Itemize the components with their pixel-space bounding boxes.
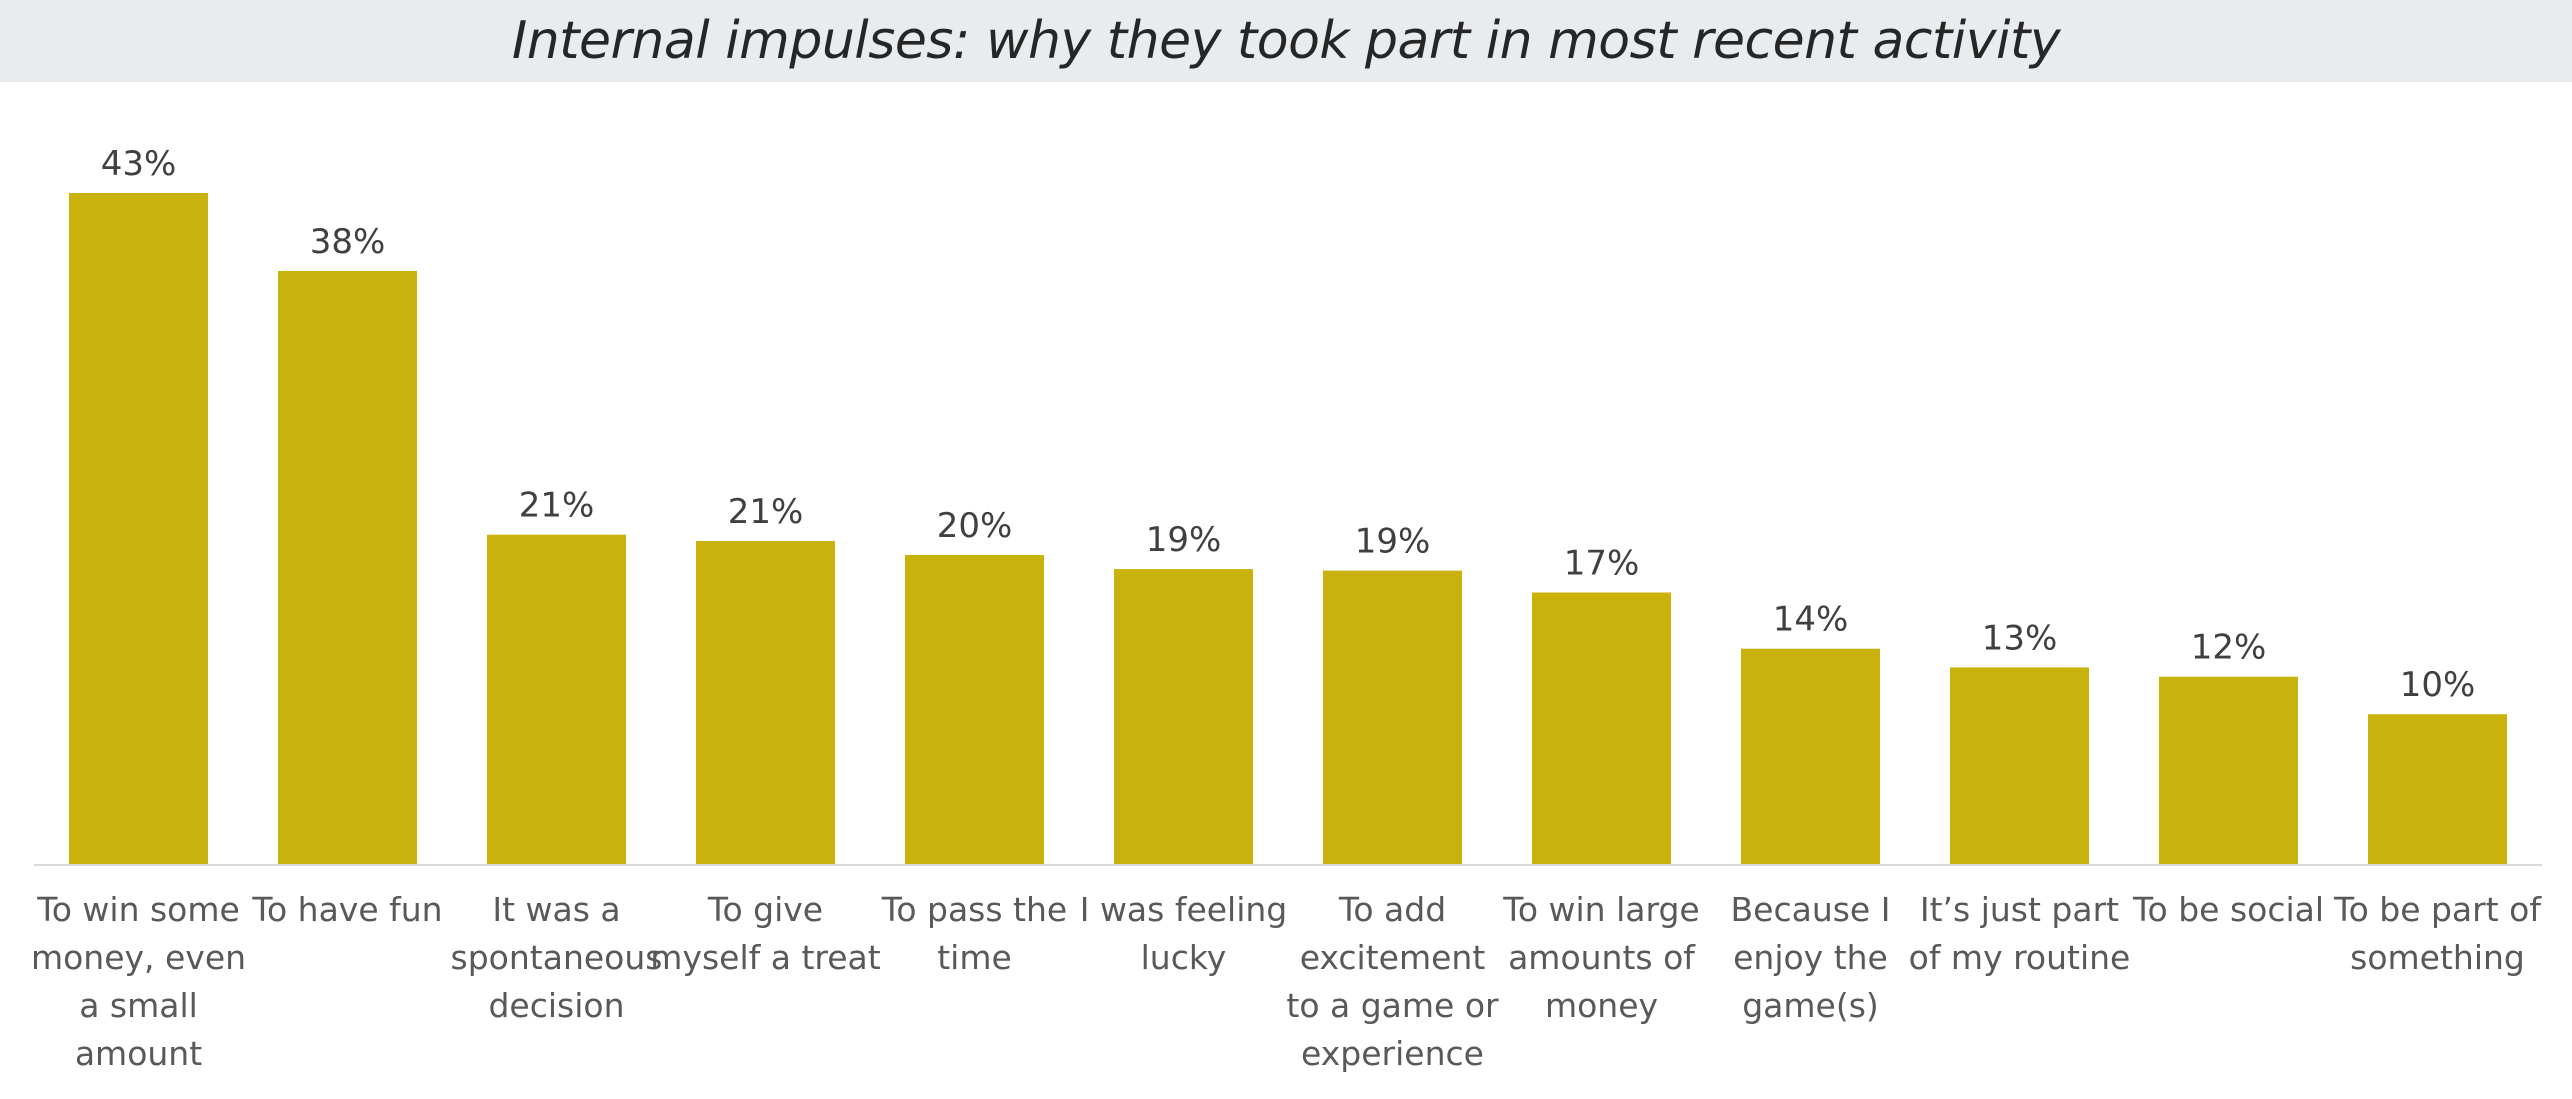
data-label: 10% xyxy=(2400,665,2476,705)
category-label-line: It’s just part xyxy=(1920,890,2119,929)
category-label-line: To win large xyxy=(1502,890,1699,929)
bar xyxy=(905,555,1044,864)
data-label: 14% xyxy=(1773,600,1849,640)
bar xyxy=(1950,667,2089,864)
category-label-line: myself a treat xyxy=(650,938,880,977)
category-label: To be social xyxy=(2132,890,2324,929)
data-label: 17% xyxy=(1564,544,1640,584)
category-label-line: enjoy the xyxy=(1733,938,1888,977)
data-label: 43% xyxy=(101,144,177,184)
category-label: Because I enjoy the game(s) xyxy=(1731,890,1891,1025)
category-label-line: money, even xyxy=(31,938,246,977)
category-label-line: To give xyxy=(707,890,823,929)
category-label-line: amount xyxy=(75,1034,202,1073)
data-label: 13% xyxy=(1982,618,2058,658)
bar xyxy=(1532,592,1671,864)
category-label-line: lucky xyxy=(1141,938,1227,977)
category-label-line: To add xyxy=(1338,890,1446,929)
category-label: I was feeling lucky xyxy=(1080,890,1288,977)
category-label-line: amounts of xyxy=(1508,938,1696,977)
category-label: To give myself a treat xyxy=(650,890,880,977)
category-label-line: money xyxy=(1545,986,1658,1025)
category-label: It’s just part of my routine xyxy=(1909,890,2131,977)
bar xyxy=(2159,676,2298,864)
category-label-line: It was a xyxy=(492,890,620,929)
category-label: To pass the time xyxy=(881,890,1067,977)
category-label: It was a spontaneous decision xyxy=(451,890,663,1025)
category-label: To win some money, even a small amount xyxy=(31,890,246,1073)
data-label: 21% xyxy=(519,486,595,526)
category-label-line: spontaneous xyxy=(451,938,663,977)
bar xyxy=(1741,648,1880,864)
category-label-line: time xyxy=(937,938,1012,977)
bar xyxy=(278,271,417,864)
category-label-line: of my routine xyxy=(1909,938,2131,977)
title-band: Internal impulses: why they took part in… xyxy=(0,0,2572,82)
category-label-line: I was feeling xyxy=(1080,890,1288,929)
data-label: 19% xyxy=(1146,520,1222,560)
category-label: To have fun xyxy=(251,890,442,929)
category-label: To add excitement to a game or experience xyxy=(1286,890,1499,1073)
category-label-line: To win some xyxy=(36,890,240,929)
data-label: 20% xyxy=(937,506,1013,546)
bar xyxy=(1323,570,1462,864)
data-label: 12% xyxy=(2191,628,2267,668)
category-label-line: decision xyxy=(488,986,624,1025)
bar xyxy=(1114,569,1253,864)
category-label-line: Because I xyxy=(1731,890,1891,929)
data-label: 19% xyxy=(1355,522,1431,562)
category-label-line: to a game or xyxy=(1286,986,1499,1025)
category-label-line: To have fun xyxy=(251,890,442,929)
bar xyxy=(2368,714,2507,864)
bar xyxy=(69,193,208,864)
data-label: 21% xyxy=(728,492,804,532)
category-label-line: To be social xyxy=(2132,890,2324,929)
category-label-line: a small xyxy=(79,986,198,1025)
data-label: 38% xyxy=(310,222,386,262)
category-label-line: experience xyxy=(1301,1034,1484,1073)
category-label-line: excitement xyxy=(1300,938,1486,977)
category-label: To be part of something xyxy=(2333,890,2542,977)
bar-chart: 43% To win some money, even a small amount 38… xyxy=(0,82,2572,1099)
category-label-line: game(s) xyxy=(1742,986,1879,1025)
category-label-line: To be part of xyxy=(2333,890,2542,929)
chart-svg: 43% To win some money, even a small amount 38… xyxy=(31,144,2542,1073)
category-label-line: To pass the xyxy=(881,890,1067,929)
bar xyxy=(696,541,835,864)
chart-title: Internal impulses: why they took part in… xyxy=(511,11,2061,71)
bar xyxy=(487,534,626,864)
category-label: To win large amounts of money xyxy=(1502,890,1699,1025)
category-label-line: something xyxy=(2350,938,2525,977)
